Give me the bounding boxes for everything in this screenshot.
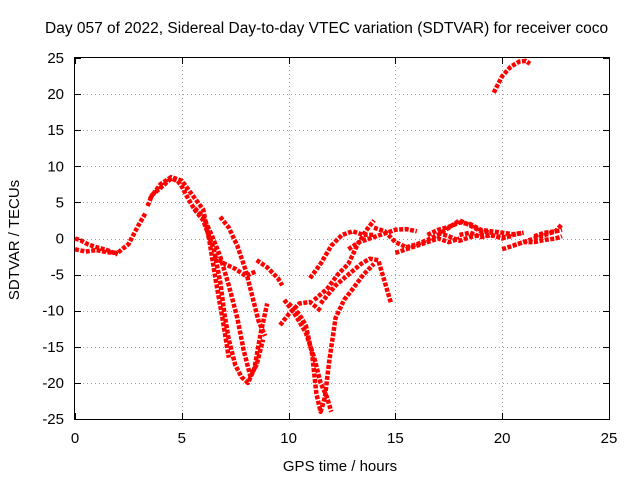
series-group — [74, 58, 564, 415]
series-arc-4 — [147, 174, 232, 358]
series-arc-21 — [491, 58, 532, 94]
y-axis-label: SDTVAR / TECUs — [6, 180, 23, 300]
series-arc-11 — [287, 262, 376, 415]
y-tick-label: 15 — [47, 122, 64, 139]
axis-ticks: 0 5 10 15 20 25 -25 -20 -15 -10 -5 0 5 10 15 20 25 — [42, 50, 617, 447]
x-axis-label: GPS time / hours — [283, 458, 397, 475]
x-tick-label: 10 — [280, 430, 297, 447]
x-tick-label: 25 — [601, 430, 618, 447]
series-arc-9 — [278, 299, 323, 327]
y-tick-label: 25 — [47, 50, 64, 67]
series-arc-24 — [533, 227, 563, 239]
series-arc-12 — [312, 219, 376, 302]
series-arc-18 — [426, 220, 524, 237]
y-tick-label: -25 — [42, 411, 64, 428]
series-arc-13 — [318, 256, 394, 305]
x-tick-label: 5 — [178, 430, 186, 447]
series-arc-15 — [347, 226, 418, 252]
y-tick-label: 20 — [47, 86, 64, 103]
series-arc-8 — [255, 258, 285, 287]
series-arc-10 — [282, 298, 334, 413]
series-arc-17 — [394, 236, 461, 256]
y-tick-label: 10 — [47, 158, 64, 175]
plot-frame — [74, 57, 610, 420]
series-arc-7 — [218, 215, 268, 337]
y-tick-label: -15 — [42, 339, 64, 356]
series-arc-20 — [459, 230, 525, 241]
y-tick-label: 5 — [56, 194, 64, 211]
series-arc-2 — [74, 236, 119, 257]
series-arc-23 — [501, 234, 563, 252]
y-tick-label: -10 — [42, 303, 64, 320]
series-arc-3 — [145, 176, 270, 386]
x-tick-label: 20 — [494, 430, 511, 447]
chart-title: Day 057 of 2022, Sidereal Day-to-day VTE… — [45, 20, 608, 37]
y-tick-label: 0 — [56, 231, 64, 248]
x-tick-label: 15 — [387, 430, 404, 447]
y-tick-label: -5 — [51, 267, 64, 284]
grid — [75, 58, 609, 419]
series-arc-1 — [74, 212, 148, 256]
y-tick-label: -20 — [42, 375, 64, 392]
series-arc-14 — [308, 229, 374, 280]
series-arc-5 — [193, 206, 266, 378]
x-tick-label: 0 — [71, 430, 79, 447]
series-arc-6 — [212, 254, 258, 279]
